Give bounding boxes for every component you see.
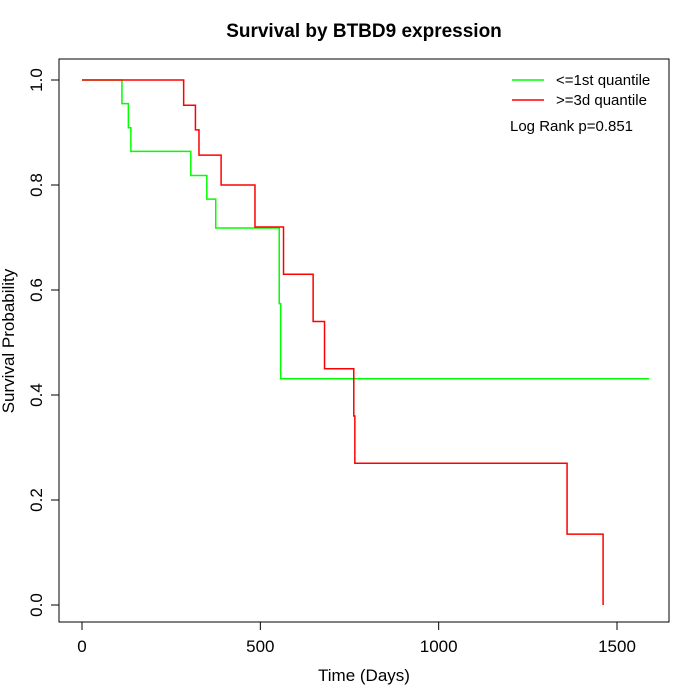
plot-frame xyxy=(58,58,670,623)
legend: <=1st quantile >=3d quantile xyxy=(512,72,650,109)
x-axis-label: Time (Days) xyxy=(318,666,410,685)
y-tick-label: 0.8 xyxy=(27,173,46,197)
series-line-2 xyxy=(82,79,604,605)
log-rank-annotation: Log Rank p=0.851 xyxy=(510,118,633,135)
series-line-1 xyxy=(82,79,650,380)
x-tick-label: 0 xyxy=(77,637,86,656)
x-tick-label: 500 xyxy=(246,637,274,656)
legend-label: <=1st quantile xyxy=(556,72,650,89)
y-axis-label: Survival Probability xyxy=(0,268,18,413)
y-tick-label: 0.2 xyxy=(27,488,46,512)
x-tick-label: 1000 xyxy=(420,637,458,656)
y-axis: 0.0 0.2 0.4 0.6 0.8 1.0 xyxy=(27,68,60,617)
x-axis: 0 500 1000 1500 xyxy=(77,621,636,656)
y-tick-label: 1.0 xyxy=(27,68,46,92)
y-tick-label: 0.6 xyxy=(27,278,46,302)
y-tick-label: 0.0 xyxy=(27,593,46,617)
y-tick-label: 0.4 xyxy=(27,383,46,407)
series-layer xyxy=(82,79,650,605)
chart-title: Survival by BTBD9 expression xyxy=(226,21,502,42)
legend-label: >=3d quantile xyxy=(556,92,647,109)
x-tick-label: 1500 xyxy=(598,637,636,656)
